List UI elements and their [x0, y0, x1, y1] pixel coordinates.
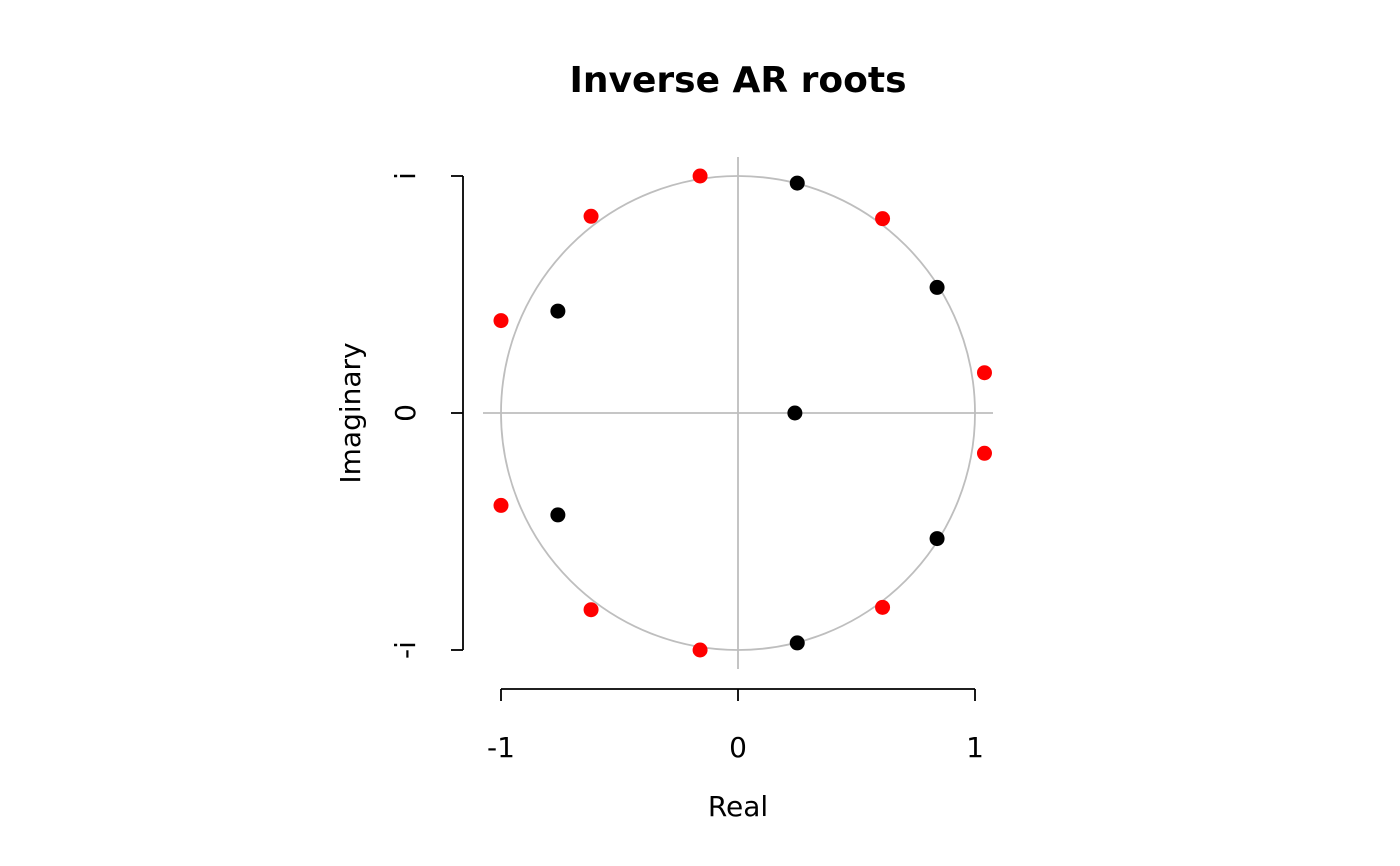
root-point-black	[789, 175, 805, 191]
root-point-black	[789, 635, 805, 651]
root-point-red	[875, 211, 891, 227]
x-tick-label: 0	[729, 731, 747, 764]
root-point-black	[929, 279, 945, 295]
root-point-black	[550, 507, 566, 523]
y-tick-label: i	[389, 172, 422, 180]
root-point-black	[550, 303, 566, 319]
reference-layer	[483, 157, 993, 669]
y-axis-label: Imaginary	[334, 342, 367, 483]
y-tick-label: -i	[389, 641, 422, 659]
root-point-red	[692, 168, 708, 184]
root-point-red	[976, 445, 992, 461]
root-point-red	[493, 497, 509, 513]
root-point-red	[692, 642, 708, 658]
axes-layer: -1 0 1 -i 0 i	[389, 172, 984, 764]
root-point-red	[875, 599, 891, 615]
points-layer	[493, 168, 992, 658]
x-axis-label: Real	[708, 790, 768, 823]
root-point-black	[929, 531, 945, 547]
root-point-black	[787, 405, 803, 421]
x-tick-label: -1	[487, 731, 515, 764]
root-point-red	[976, 365, 992, 381]
x-tick-label: 1	[966, 731, 984, 764]
y-tick-label: 0	[389, 404, 422, 422]
root-point-red	[583, 208, 599, 224]
chart-title: Inverse AR roots	[569, 60, 906, 101]
root-point-red	[583, 602, 599, 618]
root-point-red	[493, 313, 509, 329]
